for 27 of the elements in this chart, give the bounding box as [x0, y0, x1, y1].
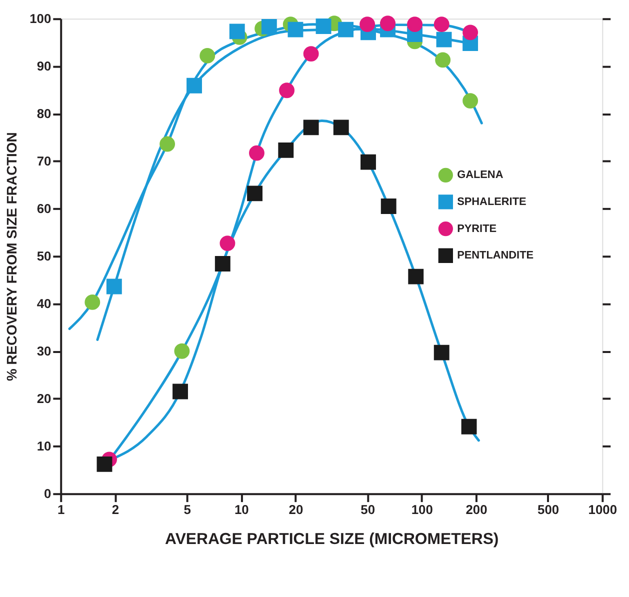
y-tick-label: 60 [36, 201, 52, 216]
x-tick-label: 1000 [588, 502, 618, 517]
x-tick-label: 200 [466, 502, 488, 517]
x-tick-label: 500 [538, 502, 560, 517]
y-tick-label: 0 [44, 486, 52, 502]
x-tick-label: 100 [411, 502, 433, 517]
x-tick-label: 20 [288, 502, 304, 517]
y-tick-label: 50 [36, 248, 52, 264]
y-tick-label: 40 [36, 296, 52, 312]
y-tick-label: 70 [36, 154, 52, 169]
x-axis-title: AVERAGE PARTICLE SIZE (MICROMETERS) [165, 530, 499, 548]
legend-label: GALENA [457, 169, 504, 182]
y-tick-label: 30 [36, 344, 52, 359]
y-tick-label: 80 [36, 106, 52, 122]
y-tick-label: 90 [36, 58, 52, 74]
x-tick-label: 5 [184, 502, 191, 517]
y-axis-title: % RECOVERY FROM SIZE FRACTION [4, 132, 20, 382]
legend-label: PYRITE [457, 222, 497, 235]
x-tick-label: 10 [234, 502, 249, 517]
y-tick-label: 100 [30, 11, 52, 26]
y-tick-label: 10 [36, 438, 52, 454]
legend-label: SPHALERITE [457, 196, 526, 208]
x-tick-label: 2 [112, 502, 120, 517]
y-tick-label: 20 [36, 391, 52, 406]
x-tick-label: 1 [58, 502, 65, 517]
legend-label: PENTLANDITE [457, 250, 534, 262]
x-tick-label: 50 [360, 502, 375, 517]
